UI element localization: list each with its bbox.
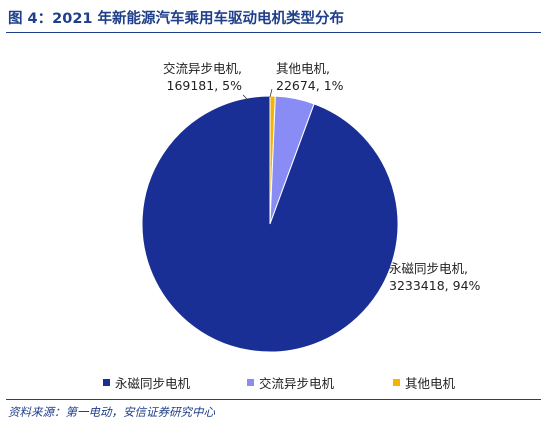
leader-line-ac xyxy=(242,94,250,102)
slice-label-pmsm: 永磁同步电机, 3233418, 94% xyxy=(389,260,480,294)
leader-line-other xyxy=(269,88,273,98)
slice-label-ac-name: 交流异步电机, xyxy=(163,61,242,76)
pie-slice-pmsm xyxy=(141,95,399,353)
legend-item-other: 其他电机 xyxy=(393,373,455,392)
legend-swatch-ac xyxy=(247,379,254,386)
slice-label-pmsm-name: 永磁同步电机, xyxy=(389,261,468,276)
slice-label-other-value: 22674, 1% xyxy=(276,78,344,93)
source-divider xyxy=(6,399,541,400)
slice-label-other-name: 其他电机, xyxy=(276,61,330,76)
slice-label-ac-induction: 交流异步电机, 169181, 5% xyxy=(134,60,242,94)
pie-slices xyxy=(141,95,399,353)
legend-item-pmsm: 永磁同步电机 xyxy=(103,373,190,392)
legend-item-ac-induction: 交流异步电机 xyxy=(247,373,334,392)
legend-label-other: 其他电机 xyxy=(405,376,456,391)
figure-title: 图 4：2021 年新能源汽车乘用车驱动电机类型分布 xyxy=(8,11,345,27)
source-note: 资料来源：第一电动，安信证券研究中心 xyxy=(8,405,215,419)
legend-swatch-pmsm xyxy=(103,379,110,386)
slice-label-other: 其他电机, 22674, 1% xyxy=(276,60,344,94)
slice-label-ac-value: 169181, 5% xyxy=(166,78,243,93)
legend-label-ac: 交流异步电机 xyxy=(259,376,335,391)
slice-label-pmsm-value: 3233418, 94% xyxy=(389,278,481,293)
title-divider xyxy=(6,32,541,33)
legend-label-pmsm: 永磁同步电机 xyxy=(115,376,191,391)
legend-swatch-other xyxy=(393,379,400,386)
